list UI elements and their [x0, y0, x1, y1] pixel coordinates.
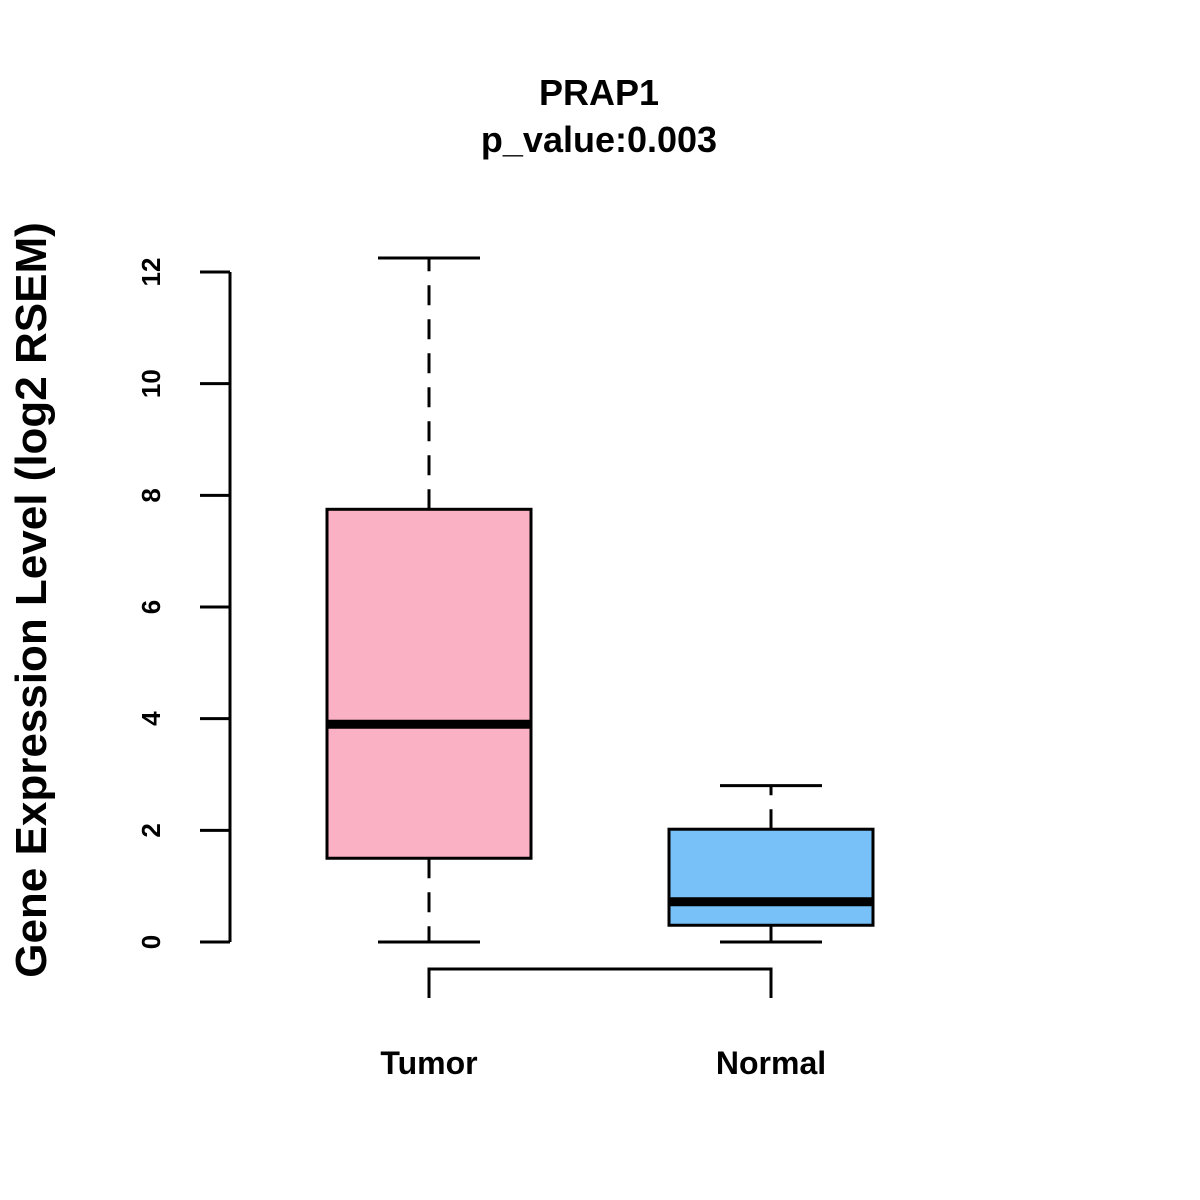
- y-tick-label: 6: [136, 600, 166, 614]
- x-axis-labels: Tumor Normal: [380, 1045, 826, 1081]
- iqr-box: [667, 827, 875, 927]
- y-tick-label: 8: [136, 488, 166, 502]
- y-tick-label: 10: [136, 369, 166, 398]
- y-tick-label: 0: [136, 935, 166, 949]
- x-category-label: Normal: [716, 1045, 826, 1081]
- comparison-bracket: [427, 967, 773, 998]
- bracket-line: [427, 967, 773, 998]
- y-tick-label: 2: [136, 823, 166, 837]
- y-axis: 0 2 4 6 8 10 12: [136, 258, 232, 949]
- y-tick-label: 12: [136, 258, 166, 287]
- y-tick-label: 4: [136, 711, 166, 726]
- box-tumor: [325, 256, 533, 944]
- boxes-group: [325, 256, 875, 944]
- x-category-label: Tumor: [380, 1045, 477, 1081]
- chart-subtitle: p_value:0.003: [481, 119, 717, 160]
- iqr-box: [325, 507, 533, 860]
- y-axis-label: Gene Expression Level (log2 RSEM): [7, 222, 56, 978]
- box-normal: [667, 784, 875, 944]
- chart-title: PRAP1: [539, 72, 659, 113]
